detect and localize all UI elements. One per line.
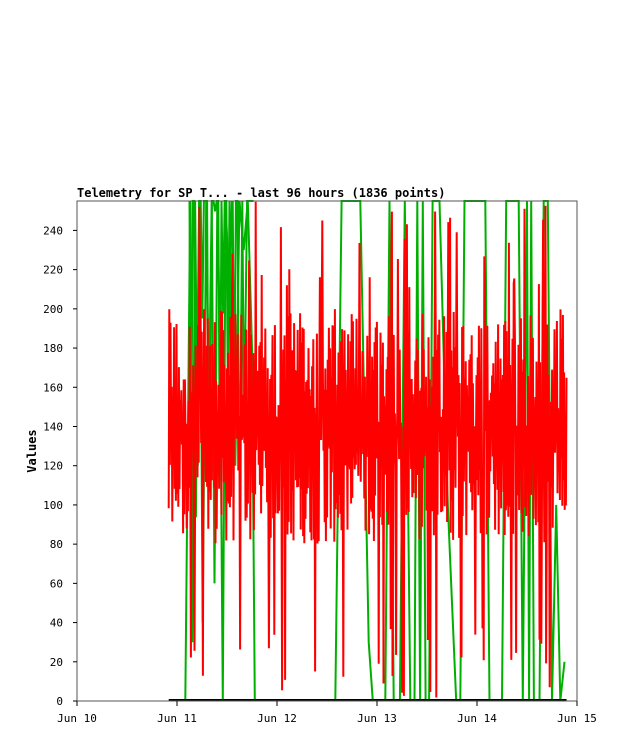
y-tick-label: 160	[43, 381, 63, 394]
y-tick-label: 20	[50, 656, 63, 669]
x-tick-label: Jun 15	[557, 712, 597, 725]
y-tick-label: 60	[50, 577, 63, 590]
x-tick-label: Jun 14	[457, 712, 497, 725]
chart-title: Telemetry for SP T... - last 96 hours (1…	[77, 186, 445, 200]
series-layer	[167, 200, 568, 701]
plot-border	[76, 200, 578, 702]
y-tick-label: 180	[43, 342, 63, 355]
y-tick-label: 120	[43, 460, 63, 473]
series-red-line	[167, 201, 568, 698]
y-axis-label: Values	[25, 429, 39, 472]
x-tick-label: Jun 11	[157, 712, 197, 725]
tick-layer: 0 20 40 60 80 100 120 140 160 180 200 220 240 Jun 10 J…	[43, 224, 597, 725]
x-tick-label: Jun 13	[357, 712, 397, 725]
x-tick-label: Jun 10	[57, 712, 97, 725]
y-tick-label: 0	[56, 695, 63, 708]
plot-frame	[76, 200, 578, 702]
y-tick-label: 200	[43, 303, 63, 316]
y-tick-label: 80	[50, 538, 63, 551]
y-tick-label: 140	[43, 420, 63, 433]
y-tick-label: 220	[43, 264, 63, 277]
y-tick-label: 240	[43, 224, 63, 237]
x-tick-label: Jun 12	[257, 712, 297, 725]
y-tick-label: 40	[50, 617, 63, 630]
y-tick-label: 100	[43, 499, 63, 512]
